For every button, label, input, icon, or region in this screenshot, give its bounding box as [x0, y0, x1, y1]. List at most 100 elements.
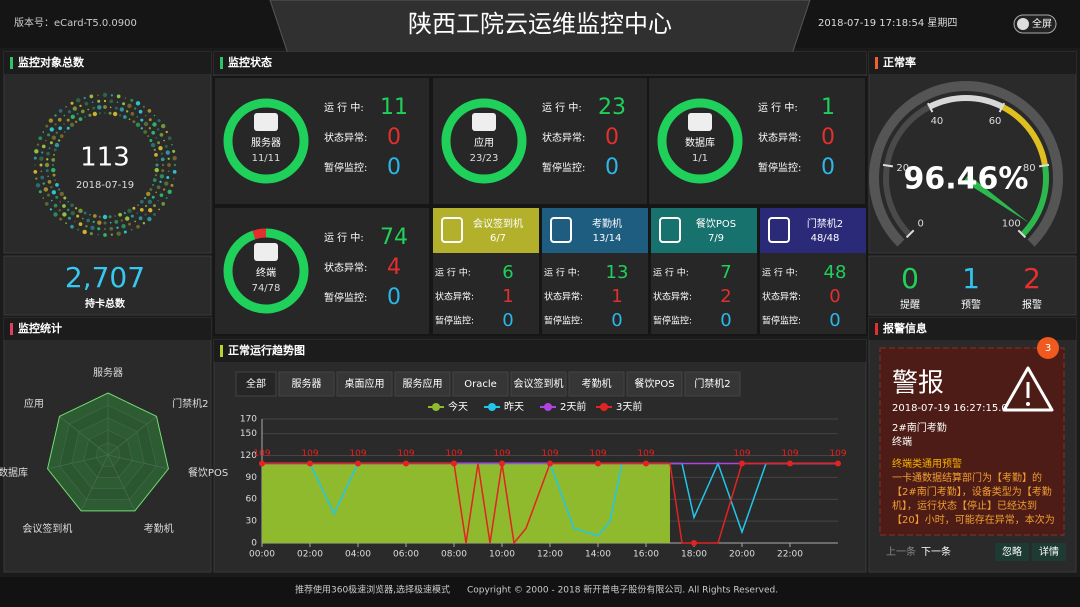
ring-dot	[54, 123, 57, 126]
data-point	[835, 460, 841, 467]
ring-dot	[63, 196, 67, 200]
tab-label[interactable]: 会议签到机	[514, 377, 564, 390]
alert-location: 2#南门考勤	[892, 421, 947, 434]
tab[interactable]	[235, 371, 277, 397]
ring-dot	[49, 208, 53, 211]
ring-dot	[53, 148, 57, 152]
ring-dot	[51, 163, 55, 167]
status-label: 暂停监控:	[762, 315, 801, 327]
tab[interactable]	[684, 371, 741, 397]
ring-dot	[109, 226, 114, 231]
tab-label[interactable]: 门禁机2	[694, 377, 730, 390]
ring-dot	[49, 141, 53, 145]
ring-dot	[51, 158, 56, 162]
tab[interactable]	[510, 371, 567, 397]
data-label: 109	[301, 449, 318, 459]
gauge-tick-label: 80	[1023, 163, 1036, 174]
tab-label[interactable]: 服务器	[292, 377, 322, 390]
panel	[3, 255, 212, 316]
status-count: 1	[502, 286, 513, 307]
ring-dot	[152, 178, 157, 182]
tab[interactable]	[568, 371, 625, 397]
objects-date: 2018-07-19	[76, 180, 134, 191]
status-count: 0	[720, 310, 731, 331]
count-label: 报警	[1022, 298, 1042, 311]
tab-label[interactable]: 全部	[246, 377, 266, 390]
tab[interactable]	[452, 371, 509, 397]
terminal-icon	[550, 217, 572, 243]
bar-accent	[220, 57, 223, 69]
ignore-button-bg[interactable]	[995, 543, 1029, 561]
ring-dot	[148, 127, 151, 130]
ring-dot	[162, 188, 166, 191]
ring-dot	[45, 124, 49, 128]
ring-dot	[66, 126, 70, 130]
status-cell	[647, 76, 867, 206]
ring-dot	[140, 127, 143, 130]
ring-dot	[79, 104, 82, 108]
ignore-button[interactable]: 忽略	[1002, 545, 1022, 558]
detail-button-bg[interactable]	[1032, 543, 1066, 561]
data-label: 109	[397, 449, 414, 459]
ring-dot	[48, 118, 54, 123]
terminal-ratio: 13/14	[593, 233, 622, 244]
gauge-band	[1020, 165, 1049, 237]
ring-dot	[157, 128, 160, 131]
ring-dot	[116, 94, 121, 99]
ring-dot	[54, 114, 57, 117]
tab-label[interactable]: 餐饮POS	[634, 377, 674, 390]
ring-dot	[158, 145, 163, 151]
tab[interactable]	[336, 371, 393, 397]
detail-button[interactable]: 详情	[1039, 545, 1059, 558]
legend-label: 2天前	[560, 400, 586, 413]
ring-dot	[49, 127, 54, 132]
tab[interactable]	[626, 371, 683, 397]
panel-bar	[214, 340, 866, 362]
status-count: 0	[821, 125, 835, 150]
status-label: 状态异常:	[544, 291, 583, 303]
status-label: 运 行 中:	[544, 267, 580, 279]
ring-dot	[136, 212, 139, 215]
ring-dot	[53, 203, 58, 208]
ring-dot	[47, 133, 51, 137]
status-label: 状态异常:	[435, 291, 474, 303]
ring-dot	[172, 177, 175, 180]
toggle-label: 全屏	[1032, 17, 1052, 30]
ring-dot	[53, 154, 55, 156]
ring-dot	[151, 130, 156, 135]
ring-dot	[167, 163, 171, 167]
ring-dot	[114, 106, 118, 110]
ring-dot	[140, 118, 144, 122]
prev-button[interactable]: 上一条	[886, 545, 916, 558]
legend-label: 3天前	[616, 400, 642, 413]
next-button[interactable]: 下一条	[921, 545, 951, 558]
ring-dot	[103, 221, 107, 225]
tab[interactable]	[278, 371, 335, 397]
ring-dot	[157, 141, 161, 145]
fullscreen-toggle[interactable]: 全屏	[1013, 14, 1057, 34]
ring-dot	[77, 228, 80, 231]
terminal-icon	[768, 217, 790, 243]
legend-label: 昨天	[504, 401, 524, 413]
ring-dot	[152, 204, 156, 208]
ring-dot	[89, 213, 91, 216]
tab-label[interactable]: 桌面应用	[345, 377, 385, 390]
tab-label[interactable]: Oracle	[464, 379, 497, 390]
ring-dot	[69, 122, 75, 128]
ring-dot	[62, 204, 66, 208]
tab-label[interactable]: 考勤机	[582, 377, 612, 390]
ring-dot	[147, 109, 152, 113]
ring-dot	[116, 226, 119, 229]
ring-dot	[65, 105, 67, 108]
ring-dot	[144, 204, 148, 208]
tab-label[interactable]: 服务应用	[403, 377, 443, 390]
ring-dot	[58, 126, 63, 131]
ring-dot	[97, 220, 102, 225]
ring-dot	[123, 211, 127, 215]
ring-dot	[48, 147, 51, 149]
tab[interactable]	[394, 371, 451, 397]
ring-dot	[143, 121, 149, 127]
ring-dot	[109, 221, 112, 224]
